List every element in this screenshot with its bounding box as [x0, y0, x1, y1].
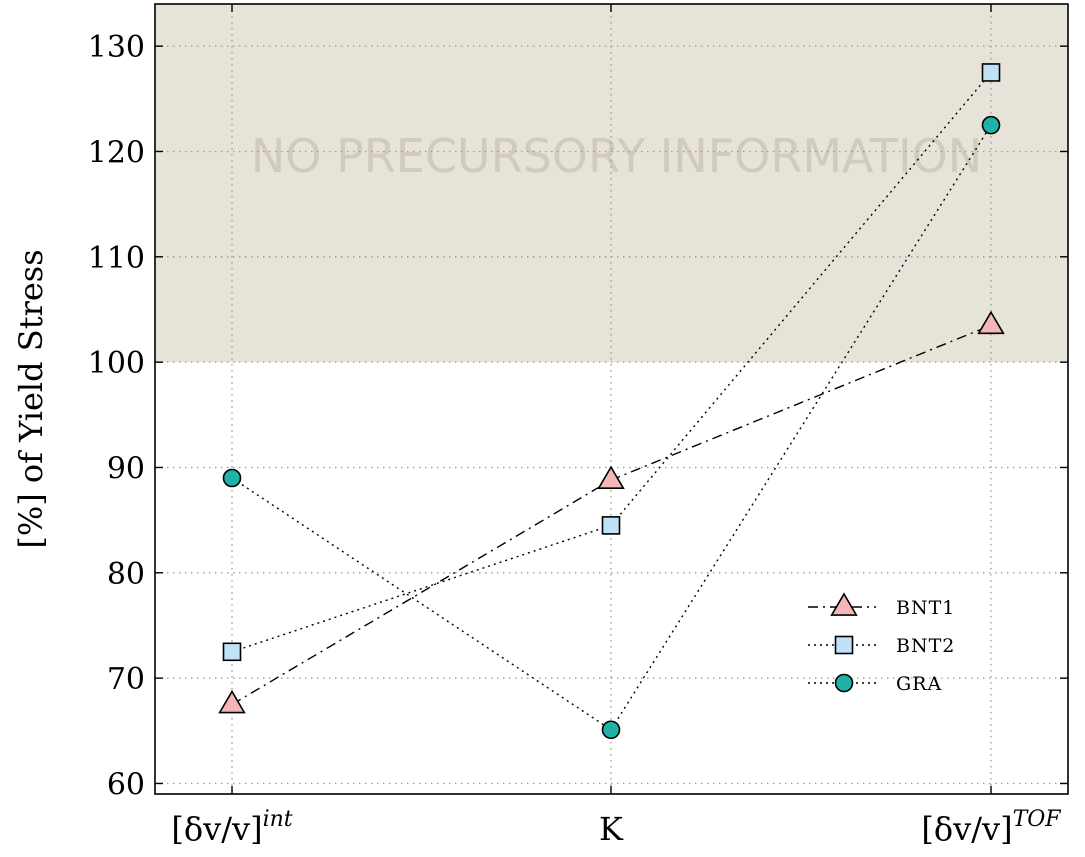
x-tick-label: [δv/v]TOF: [921, 807, 1061, 848]
plot-frame: [154, 3, 1069, 795]
x-tick-label-superscript: TOF: [1013, 807, 1062, 832]
region-label: NO PRECURSORY INFORMATION: [251, 129, 982, 183]
y-tick-label: 100: [88, 346, 145, 381]
y-tick-labels: 60 70 80 90 100 110 120 130: [88, 30, 145, 802]
legend-marker-bnt1: [830, 592, 858, 616]
series-line-bnt2: [231, 72, 992, 653]
legend-label-bnt1: BNT1: [896, 597, 955, 619]
legend-marker-gra: [834, 673, 854, 693]
shaded-area: [155, 4, 1068, 363]
y-tick-label: 110: [88, 241, 145, 276]
x-tick-label-superscript: int: [263, 807, 293, 832]
legend-label-gra: GRA: [896, 673, 942, 695]
y-tick-label: 70: [107, 662, 145, 697]
x-tick-labels: [δv/v]int K [δv/v]TOF: [171, 807, 1061, 848]
shaded-region: [155, 4, 1068, 363]
marker-gra: [981, 115, 1001, 135]
marker-bnt1: [218, 689, 246, 714]
legend-label-bnt2: BNT2: [896, 635, 955, 657]
x-tick-label: K: [599, 810, 624, 848]
y-tick-label: 130: [88, 30, 145, 65]
data-markers: [218, 63, 1005, 740]
series-line-gra: [231, 124, 992, 731]
legend: BNT1 BNT2 GRA: [808, 592, 955, 695]
marker-bnt1: [597, 465, 625, 489]
y-tick-label: 60: [107, 767, 145, 802]
x-tick-label-base: [δv/v]: [921, 810, 1012, 848]
marker-bnt2: [222, 642, 242, 662]
x-tick-label: [δv/v]int: [171, 807, 292, 848]
marker-gra: [601, 720, 621, 740]
x-tick-label-base: [δv/v]: [171, 810, 262, 848]
x-tick-label-base: K: [599, 810, 624, 848]
y-tick-label: 120: [88, 135, 145, 170]
y-axis-label: [%] of Yield Stress: [12, 249, 50, 548]
marker-bnt2: [981, 63, 1001, 82]
marker-bnt2: [601, 516, 621, 535]
marker-gra: [222, 468, 242, 488]
legend-marker-bnt2: [834, 635, 854, 655]
y-tick-label: 90: [107, 451, 145, 486]
marker-bnt1: [977, 310, 1005, 335]
y-tick-label: 80: [107, 557, 145, 592]
